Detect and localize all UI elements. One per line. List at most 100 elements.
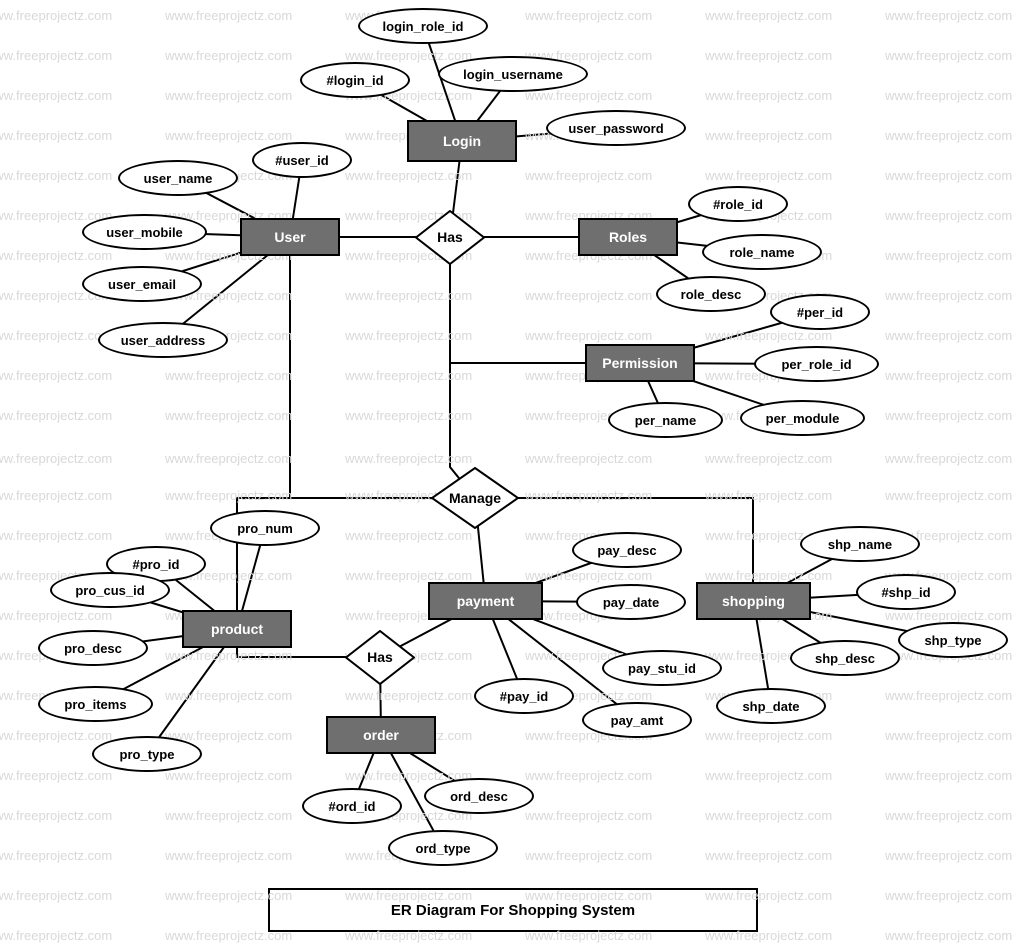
attribute-user_email: user_email xyxy=(82,266,202,302)
watermark-text: www.freeprojectz.com xyxy=(525,451,652,466)
watermark-text: www.freeprojectz.com xyxy=(345,568,472,583)
watermark-text: www.freeprojectz.com xyxy=(345,451,472,466)
attribute-pro_type: pro_type xyxy=(92,736,202,772)
watermark-text: www.freeprojectz.com xyxy=(165,88,292,103)
watermark-text: www.freeprojectz.com xyxy=(0,88,112,103)
watermark-text: www.freeprojectz.com xyxy=(0,48,112,63)
watermark-text: www.freeprojectz.com xyxy=(345,688,472,703)
watermark-text: www.freeprojectz.com xyxy=(885,848,1012,863)
watermark-text: www.freeprojectz.com xyxy=(705,88,832,103)
watermark-text: www.freeprojectz.com xyxy=(525,8,652,23)
watermark-text: www.freeprojectz.com xyxy=(525,328,652,343)
watermark-text: www.freeprojectz.com xyxy=(885,808,1012,823)
attribute-shp_type: shp_type xyxy=(898,622,1008,658)
attribute-user_address: user_address xyxy=(98,322,228,358)
attribute-per_name: per_name xyxy=(608,402,723,438)
watermark-text: www.freeprojectz.com xyxy=(885,328,1012,343)
watermark-text: www.freeprojectz.com xyxy=(165,848,292,863)
watermark-text: www.freeprojectz.com xyxy=(165,488,292,503)
watermark-text: www.freeprojectz.com xyxy=(0,488,112,503)
watermark-text: www.freeprojectz.com xyxy=(0,728,112,743)
attribute-user_password: user_password xyxy=(546,110,686,146)
attribute-per_module: per_module xyxy=(740,400,865,436)
watermark-text: www.freeprojectz.com xyxy=(885,368,1012,383)
watermark-text: www.freeprojectz.com xyxy=(345,288,472,303)
watermark-text: www.freeprojectz.com xyxy=(0,528,112,543)
watermark-text: www.freeprojectz.com xyxy=(525,848,652,863)
attribute-pro_items: pro_items xyxy=(38,686,153,722)
entity-payment: payment xyxy=(428,582,543,620)
entity-login: Login xyxy=(407,120,517,162)
watermark-text: www.freeprojectz.com xyxy=(705,568,832,583)
attribute-pro_cus_id: pro_cus_id xyxy=(50,572,170,608)
watermark-text: www.freeprojectz.com xyxy=(165,688,292,703)
watermark-text: www.freeprojectz.com xyxy=(525,288,652,303)
watermark-text: www.freeprojectz.com xyxy=(525,168,652,183)
watermark-text: www.freeprojectz.com xyxy=(885,288,1012,303)
watermark-text: www.freeprojectz.com xyxy=(705,808,832,823)
watermark-text: www.freeprojectz.com xyxy=(165,8,292,23)
watermark-text: www.freeprojectz.com xyxy=(885,408,1012,423)
attribute-user_name: user_name xyxy=(118,160,238,196)
watermark-text: www.freeprojectz.com xyxy=(885,48,1012,63)
watermark-text: www.freeprojectz.com xyxy=(525,768,652,783)
entity-order: order xyxy=(326,716,436,754)
watermark-text: www.freeprojectz.com xyxy=(885,608,1012,623)
watermark-text: www.freeprojectz.com xyxy=(525,488,652,503)
watermark-text: www.freeprojectz.com xyxy=(0,248,112,263)
watermark-text: www.freeprojectz.com xyxy=(345,528,472,543)
relationship-has2: Has xyxy=(345,630,415,685)
attribute-pay_id: #pay_id xyxy=(474,678,574,714)
relationship-has1: Has xyxy=(415,210,485,265)
watermark-text: www.freeprojectz.com xyxy=(705,328,832,343)
attribute-pro_num: pro_num xyxy=(210,510,320,546)
watermark-text: www.freeprojectz.com xyxy=(165,128,292,143)
watermark-text: www.freeprojectz.com xyxy=(0,368,112,383)
attribute-login_username: login_username xyxy=(438,56,588,92)
watermark-text: www.freeprojectz.com xyxy=(165,808,292,823)
watermark-text: www.freeprojectz.com xyxy=(0,808,112,823)
attribute-ord_id: #ord_id xyxy=(302,788,402,824)
attribute-per_role_id: per_role_id xyxy=(754,346,879,382)
watermark-text: www.freeprojectz.com xyxy=(705,168,832,183)
watermark-text: www.freeprojectz.com xyxy=(165,368,292,383)
watermark-text: www.freeprojectz.com xyxy=(0,768,112,783)
entity-roles: Roles xyxy=(578,218,678,256)
watermark-text: www.freeprojectz.com xyxy=(705,848,832,863)
watermark-text: www.freeprojectz.com xyxy=(0,848,112,863)
attribute-pro_desc: pro_desc xyxy=(38,630,148,666)
attribute-login_id: #login_id xyxy=(300,62,410,98)
attribute-pay_desc: pay_desc xyxy=(572,532,682,568)
watermark-text: www.freeprojectz.com xyxy=(705,488,832,503)
watermark-text: www.freeprojectz.com xyxy=(0,451,112,466)
relationship-label: Has xyxy=(437,229,463,245)
attribute-shp_id: #shp_id xyxy=(856,574,956,610)
watermark-text: www.freeprojectz.com xyxy=(165,48,292,63)
attribute-user_id: #user_id xyxy=(252,142,352,178)
watermark-text: www.freeprojectz.com xyxy=(0,408,112,423)
watermark-text: www.freeprojectz.com xyxy=(165,648,292,663)
entity-user: User xyxy=(240,218,340,256)
watermark-text: www.freeprojectz.com xyxy=(885,128,1012,143)
watermark-text: www.freeprojectz.com xyxy=(165,451,292,466)
watermark-text: www.freeprojectz.com xyxy=(345,368,472,383)
watermark-text: www.freeprojectz.com xyxy=(525,568,652,583)
entity-product: product xyxy=(182,610,292,648)
attribute-per_id: #per_id xyxy=(770,294,870,330)
watermark-text: www.freeprojectz.com xyxy=(885,688,1012,703)
watermark-text: www.freeprojectz.com xyxy=(885,208,1012,223)
watermark-text: www.freeprojectz.com xyxy=(705,128,832,143)
entity-shopping: shopping xyxy=(696,582,811,620)
attribute-shp_name: shp_name xyxy=(800,526,920,562)
attribute-login_role_id: login_role_id xyxy=(358,8,488,44)
watermark-text: www.freeprojectz.com xyxy=(885,451,1012,466)
watermark-text: www.freeprojectz.com xyxy=(885,88,1012,103)
watermark-text: www.freeprojectz.com xyxy=(0,888,112,903)
watermark-text: www.freeprojectz.com xyxy=(705,768,832,783)
watermark-text: www.freeprojectz.com xyxy=(705,728,832,743)
watermark-text: www.freeprojectz.com xyxy=(0,128,112,143)
diagram-title: ER Diagram For Shopping System xyxy=(268,888,758,932)
attribute-role_name: role_name xyxy=(702,234,822,270)
watermark-text: www.freeprojectz.com xyxy=(525,808,652,823)
attribute-pay_amt: pay_amt xyxy=(582,702,692,738)
